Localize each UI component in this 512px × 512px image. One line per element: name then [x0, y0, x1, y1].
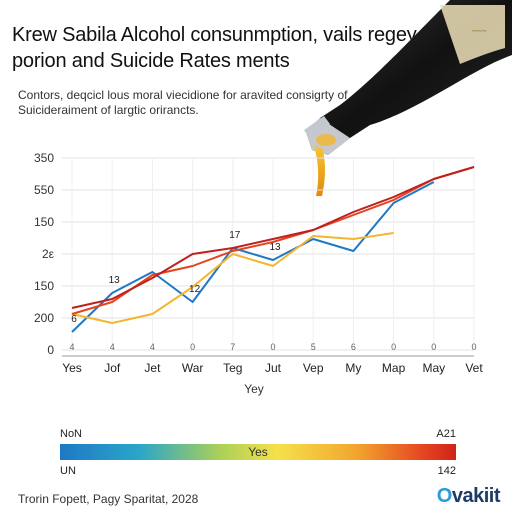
x-axis-label: Yey: [244, 382, 264, 396]
x-tick-sublabel: 0: [270, 342, 275, 352]
series-lines: [71, 166, 475, 333]
x-tick-label: May: [422, 361, 445, 375]
x-tick-label: Vet: [465, 361, 483, 375]
x-tick-label: Jet: [144, 361, 161, 375]
brand-logo: Ovakiit: [436, 485, 501, 507]
x-tick-label: War: [182, 361, 204, 375]
x-tick-sublabel: 0: [190, 342, 195, 352]
x-tick-sublabel: 4: [150, 342, 155, 352]
x-tick-sublabel: 0: [471, 342, 476, 352]
x-tick-label: Yes: [62, 361, 82, 375]
data-label: 13: [109, 275, 121, 286]
series-line: [71, 232, 394, 324]
source-footer: Trorin Fopett, Pagy Sparitat, 2028: [18, 492, 199, 506]
data-label: 17: [229, 230, 241, 241]
color-scale-bar: [60, 444, 456, 460]
x-tick-label: Map: [382, 361, 406, 375]
x-tick-sublabel: 6: [351, 342, 356, 352]
scale-label-left-top: NoN: [60, 428, 83, 440]
y-tick-label: 0: [47, 343, 54, 357]
scale-label-right-bottom: 142: [437, 465, 456, 477]
scale-label-left-bottom: UN: [60, 465, 76, 477]
data-label: 13: [269, 242, 281, 253]
x-tick-label: Jut: [265, 361, 282, 375]
scale-label-center: Yes: [248, 445, 268, 459]
y-tick-label: 200: [34, 311, 54, 325]
x-tick-label: My: [345, 361, 361, 375]
y-tick-label: 350: [34, 151, 54, 165]
point-labels: 6 13 12 17 13: [71, 230, 281, 325]
series-line: [71, 181, 435, 333]
y-tick-label: 2ε: [42, 247, 55, 261]
bottle-body: ~~~: [306, 0, 512, 155]
y-tick-label: 150: [34, 215, 54, 229]
line-chart: 0 200 150 2ε 150 550 350 4 Yes 4 Jof 4 Jet 0 War 7 Teg 0…: [34, 151, 483, 396]
chart-title: Krew Sabila Alcohol consunmption, vails …: [12, 24, 417, 72]
data-label: 6: [71, 314, 77, 325]
chart-subtitle: Contors, deqcicl lous moral viecidione f…: [18, 88, 348, 117]
x-tick-sublabel: 7: [230, 342, 235, 352]
data-label: 12: [189, 284, 201, 295]
y-tick-label: 150: [34, 279, 54, 293]
x-tick-sublabel: 4: [69, 342, 74, 352]
scale-label-right-top: A21: [436, 428, 456, 440]
svg-text:~~~: ~~~: [472, 26, 487, 36]
x-tick-label: Vep: [303, 361, 324, 375]
x-tick-sublabel: 0: [391, 342, 396, 352]
series-line: [71, 166, 475, 309]
x-tick-label: Teg: [223, 361, 242, 375]
x-tick-sublabel: 5: [311, 342, 316, 352]
x-tick-sublabel: 0: [431, 342, 436, 352]
y-tick-label: 550: [34, 183, 54, 197]
x-tick-label: Jof: [104, 361, 121, 375]
y-axis-ticks: 0 200 150 2ε 150 550 350: [34, 151, 55, 357]
x-axis-ticks: 4 Yes 4 Jof 4 Jet 0 War 7 Teg 0 Jut 5 Vep 6 My 0 Map 0 May 0…: [62, 342, 483, 375]
grid: [62, 157, 475, 357]
x-tick-sublabel: 4: [110, 342, 115, 352]
